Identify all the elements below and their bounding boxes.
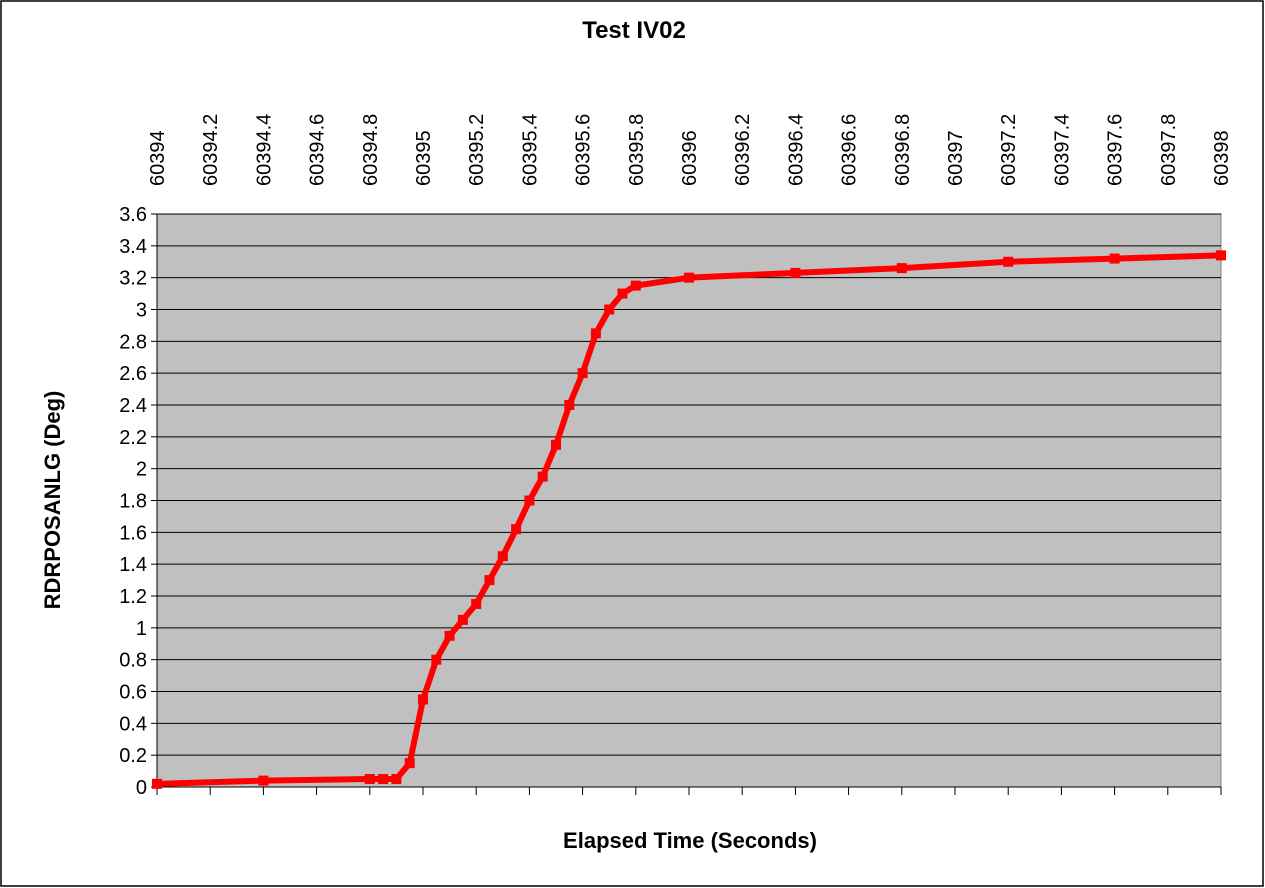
y-tick-label: 2.2 — [119, 427, 147, 449]
data-point — [790, 267, 801, 278]
data-point — [404, 758, 415, 769]
y-tick-label: 0.8 — [119, 650, 147, 672]
data-point — [577, 368, 588, 379]
data-point — [630, 280, 641, 291]
x-tick-label: 60394.4 — [253, 114, 275, 186]
x-tick-label: 60397.6 — [1105, 114, 1127, 186]
y-tick-label: 1.4 — [119, 554, 147, 576]
data-point — [684, 272, 694, 283]
x-tick-label: 60395.8 — [626, 114, 648, 186]
x-tick-label: 60394.2 — [200, 114, 222, 186]
data-point — [418, 694, 428, 705]
data-point — [896, 263, 907, 274]
data-point — [564, 400, 575, 410]
data-point — [524, 495, 535, 506]
data-point — [152, 778, 162, 789]
x-tick-label: 60397.2 — [998, 114, 1020, 186]
x-tick-label: 60395.2 — [466, 114, 488, 186]
x-tick-label: 60396.6 — [839, 114, 861, 186]
y-tick-label: 1.8 — [119, 491, 147, 513]
y-tick-label: 2.8 — [119, 331, 147, 353]
data-point — [497, 551, 508, 562]
data-point — [551, 439, 561, 450]
y-tick-label: 0.4 — [119, 713, 147, 735]
x-tick-label: 60398 — [1211, 130, 1233, 186]
x-tick-label: 60396 — [679, 130, 701, 186]
y-tick-label: 3 — [136, 300, 147, 322]
x-tick-label: 60395.4 — [519, 114, 541, 186]
y-tick-label: 3.4 — [119, 236, 147, 258]
data-point — [1109, 253, 1120, 264]
data-point — [604, 304, 615, 315]
x-tick-label: 60397.4 — [1051, 114, 1073, 186]
x-tick-label: 60394.6 — [307, 114, 329, 186]
y-tick-label: 0.6 — [119, 682, 147, 704]
data-point — [511, 524, 522, 535]
x-tick-label: 60394.8 — [360, 114, 382, 186]
y-axis-title: RDRPOSANLG (Deg) — [40, 391, 65, 610]
y-tick-label: 1 — [136, 618, 147, 640]
x-tick-label: 60396.4 — [785, 114, 807, 186]
data-point — [617, 288, 628, 299]
x-axis-title: Elapsed Time (Seconds) — [563, 828, 817, 853]
y-tick-label: 0 — [136, 777, 147, 799]
x-tick-label: 60397 — [945, 130, 967, 186]
y-tick-label: 1.2 — [119, 586, 147, 608]
y-tick-label: 2.6 — [119, 363, 147, 385]
x-tick-label: 60395.6 — [573, 114, 595, 186]
x-tick-label: 60396.8 — [892, 114, 914, 186]
x-tick-label: 60397.8 — [1158, 114, 1180, 186]
data-point — [444, 630, 455, 641]
y-tick-label: 1.6 — [119, 522, 147, 544]
data-point — [431, 654, 442, 665]
x-tick-label: 60395 — [413, 130, 435, 186]
data-point — [471, 598, 482, 609]
y-tick-label: 0.2 — [119, 745, 147, 767]
data-point — [537, 471, 548, 482]
y-tick-label: 2 — [136, 459, 147, 481]
x-tick-label: 60396.2 — [732, 114, 754, 186]
data-point — [1003, 256, 1014, 267]
data-point — [364, 774, 375, 785]
y-tick-label: 3.2 — [119, 268, 147, 290]
data-point — [258, 775, 269, 786]
y-tick-label: 2.4 — [119, 395, 147, 417]
data-point — [1216, 250, 1226, 261]
data-point — [590, 328, 601, 339]
data-point — [484, 575, 495, 586]
data-point — [391, 774, 402, 785]
chart-title: Test IV02 — [582, 17, 686, 44]
data-point — [378, 774, 389, 785]
x-tick-label: 60394 — [147, 130, 169, 186]
data-point — [457, 614, 468, 625]
y-tick-label: 3.6 — [119, 204, 147, 226]
